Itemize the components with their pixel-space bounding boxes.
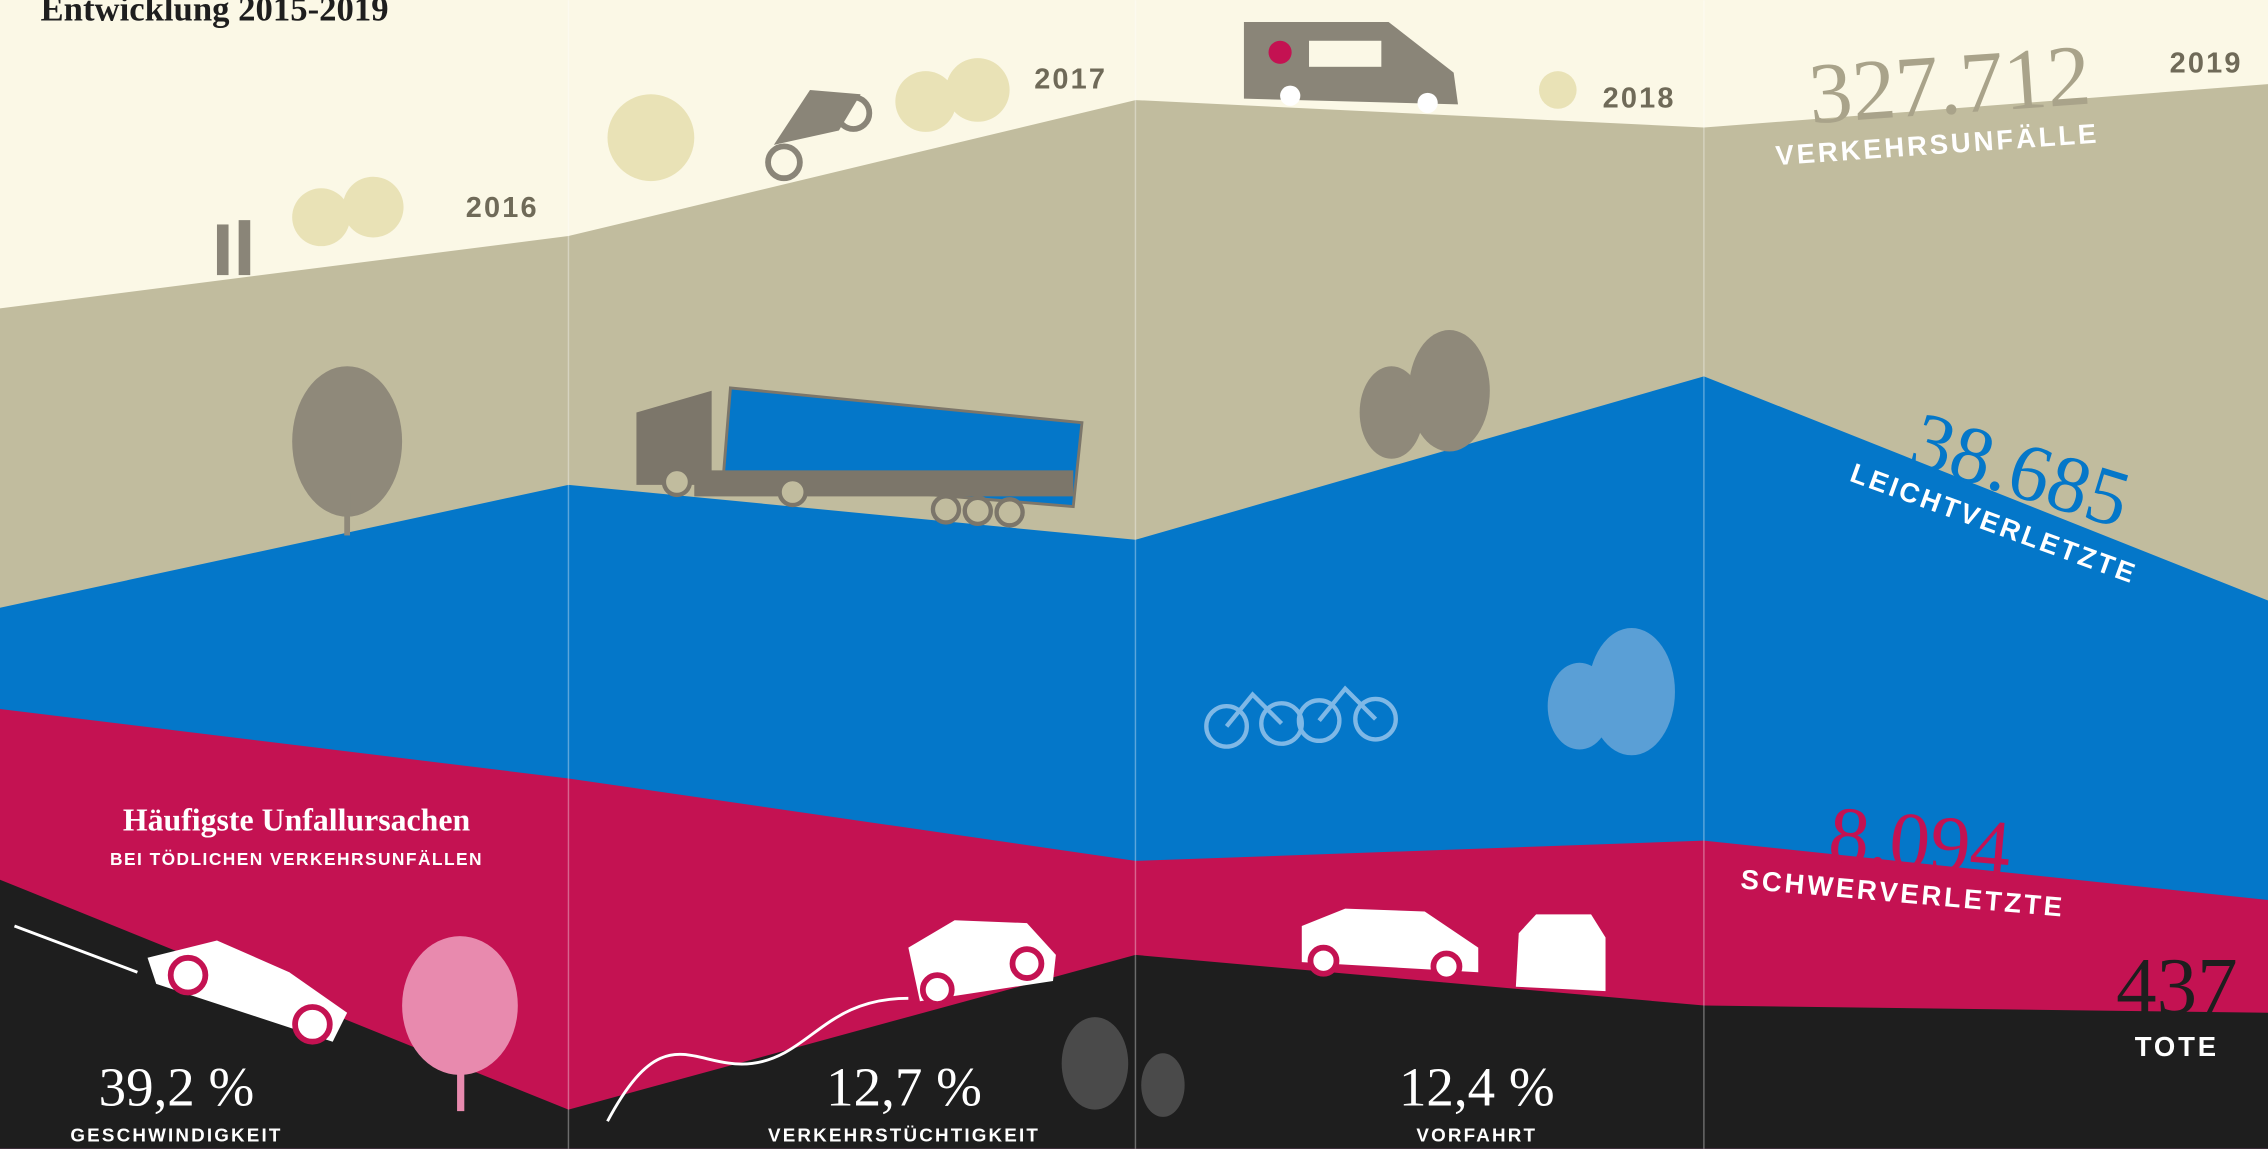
cause-label: VERKEHRSTÜCHTIGKEIT bbox=[768, 1125, 1040, 1146]
decoration bbox=[217, 224, 229, 275]
total-value: 437 bbox=[2116, 941, 2238, 1031]
decoration bbox=[1280, 86, 1300, 106]
decoration bbox=[780, 479, 806, 505]
decoration bbox=[1310, 948, 1336, 974]
decoration bbox=[295, 1007, 330, 1042]
decoration bbox=[1409, 330, 1490, 452]
decoration bbox=[1539, 71, 1577, 109]
decoration bbox=[292, 188, 350, 246]
total-label: TOTE bbox=[2135, 1031, 2219, 1062]
decoration bbox=[965, 498, 991, 524]
year-label: 2018 bbox=[1603, 82, 1676, 114]
year-label: 2017 bbox=[1034, 64, 1107, 96]
decoration bbox=[343, 177, 404, 238]
decoration bbox=[1062, 1017, 1129, 1110]
causes-title: Häufigste Unfallursachen bbox=[123, 803, 471, 838]
causes-subtitle: BEI TÖDLICHEN VERKEHRSUNFÄLLEN bbox=[110, 849, 483, 869]
page: Entwicklung 2015-2019 2016 2017 2018 201… bbox=[0, 0, 2268, 1149]
decoration bbox=[1588, 628, 1675, 755]
decoration bbox=[457, 1042, 464, 1111]
decoration bbox=[1516, 914, 1606, 991]
decoration bbox=[239, 220, 251, 275]
decoration bbox=[1013, 949, 1042, 978]
title: Entwicklung 2015-2019 bbox=[41, 0, 389, 29]
decoration bbox=[694, 470, 1073, 496]
year-label: 2019 bbox=[2170, 48, 2243, 80]
decoration bbox=[344, 492, 350, 535]
decoration bbox=[664, 469, 690, 495]
decoration bbox=[1141, 1053, 1184, 1117]
decoration bbox=[1309, 41, 1381, 67]
decoration bbox=[171, 958, 206, 993]
decoration bbox=[923, 975, 952, 1004]
cause-label: GESCHWINDIGKEIT bbox=[70, 1125, 282, 1146]
decoration bbox=[895, 71, 956, 132]
cause-share: 12,7 % bbox=[826, 1056, 982, 1117]
infographic: Entwicklung 2015-2019 2016 2017 2018 201… bbox=[0, 0, 2268, 1149]
decoration bbox=[1269, 41, 1292, 64]
decoration bbox=[1418, 93, 1438, 113]
decoration bbox=[946, 58, 1010, 122]
cause-share: 12,4 % bbox=[1399, 1056, 1555, 1117]
decoration bbox=[608, 94, 695, 181]
cause-label: VORFAHRT bbox=[1416, 1125, 1537, 1146]
decoration bbox=[933, 496, 959, 522]
year-label: 2016 bbox=[466, 192, 539, 224]
decoration bbox=[997, 499, 1023, 525]
decoration bbox=[1433, 953, 1459, 979]
cause-share: 39,2 % bbox=[99, 1056, 255, 1117]
